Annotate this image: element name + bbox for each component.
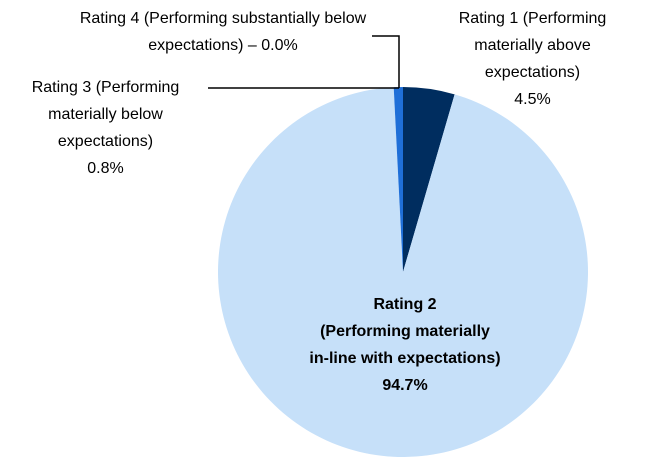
pie-slice xyxy=(393,87,403,272)
slices xyxy=(218,87,589,457)
pie-slice xyxy=(403,87,455,272)
category-label: Rating 4 (Performing substantially below… xyxy=(79,10,367,54)
pie-slice xyxy=(218,87,589,457)
value-label: 0.8% xyxy=(87,160,124,177)
category-label: Rating 3 (Performing materially below ex… xyxy=(31,79,180,150)
leader-line xyxy=(372,35,400,88)
slice-label: Rating 2 (Performing materially in-line … xyxy=(290,291,520,399)
slice-label: Rating 1 (Performing materially above ex… xyxy=(435,5,630,113)
category-label: Rating 1 (Performing materially above ex… xyxy=(458,10,607,81)
slice-label: Rating 3 (Performing materially below ex… xyxy=(8,74,203,182)
slice-label: Rating 4 (Performing substantially below… xyxy=(68,5,378,59)
value-label: 4.5% xyxy=(514,91,551,108)
value-label: 94.7% xyxy=(382,377,428,394)
value-label: 0.0% xyxy=(261,37,298,54)
category-label: Rating 2 (Performing materially in-line … xyxy=(309,296,501,367)
